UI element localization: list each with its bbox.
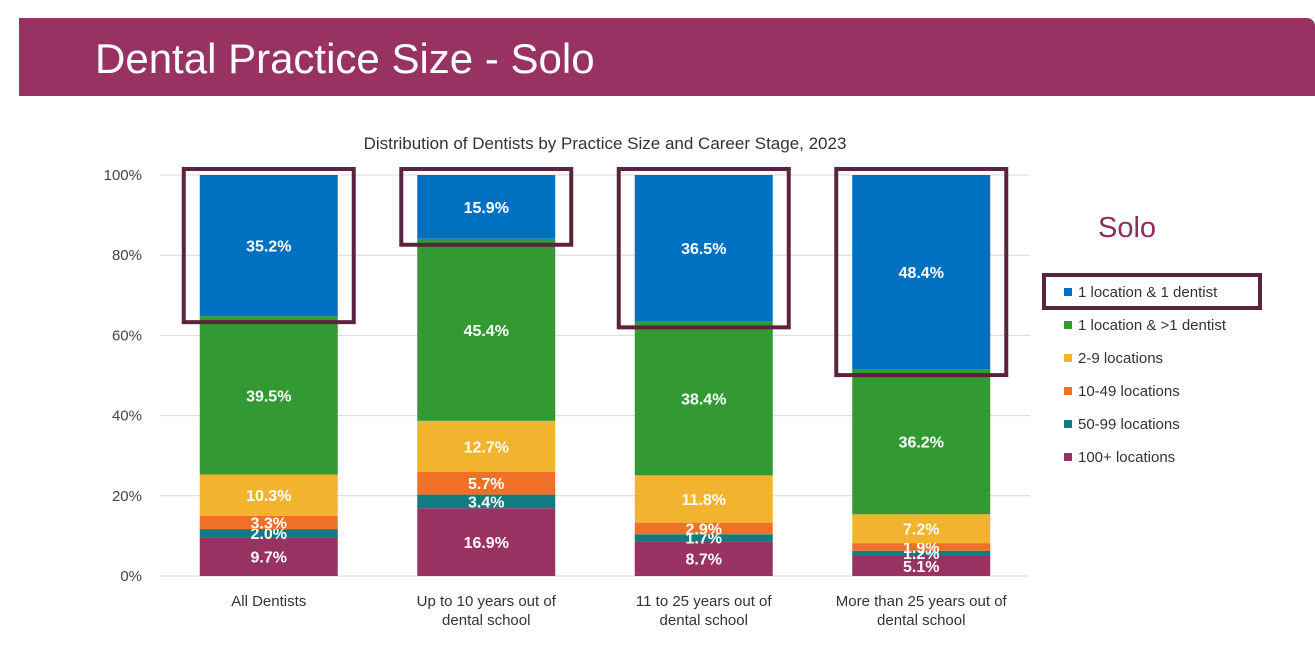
legend-swatch	[1064, 453, 1072, 461]
bar-segment-1-location-1-dentist	[852, 369, 991, 515]
legend-label: 1 location & >1 dentist	[1078, 316, 1227, 334]
data-label: 7.2%	[903, 522, 939, 539]
bar-segment-100-locations	[634, 541, 773, 576]
bar-segment-50-99-locations	[199, 529, 338, 538]
bar-segment-100-locations	[417, 508, 556, 576]
data-label: 36.2%	[899, 435, 944, 452]
bar-segment-50-99-locations	[852, 550, 991, 556]
data-label: 5.7%	[468, 476, 504, 493]
bar-segment-1-location-1-dentist	[199, 175, 338, 317]
y-tick-label: 20%	[112, 488, 142, 505]
data-label: 16.9%	[464, 535, 509, 552]
bar-segment-1-location-1-dentist	[417, 238, 556, 421]
bar-segment-2-9-locations	[634, 475, 773, 523]
legend-swatch	[1064, 354, 1072, 362]
slide-title: Dental Practice Size - Solo	[95, 35, 595, 82]
legend-label: 100+ locations	[1078, 448, 1176, 466]
data-label: 10.3%	[246, 488, 291, 505]
legend-item-50-99-locations: 50-99 locations	[1064, 414, 1180, 434]
legend-item-10-49-locations: 10-49 locations	[1064, 381, 1180, 401]
legend-swatch	[1064, 420, 1072, 428]
data-label: 1.7%	[686, 531, 722, 548]
bar-segment-50-99-locations	[634, 534, 773, 542]
bar-segment-2-9-locations	[199, 474, 338, 516]
legend-heading: Solo	[1098, 212, 1157, 244]
x-category-label: 11 to 25 years out of	[636, 593, 772, 610]
data-label: 11.8%	[682, 492, 726, 509]
highlight-box	[399, 167, 574, 247]
chart-title: Distribution of Dentists by Practice Siz…	[364, 134, 847, 153]
legend-label: 10-49 locations	[1078, 382, 1180, 400]
bar-segment-1-location-1-dentist	[417, 175, 556, 239]
slide-header: Dental Practice Size - Solo	[19, 18, 1315, 96]
x-category-label: dental school	[660, 612, 748, 629]
data-label: 3.4%	[468, 494, 504, 511]
legend-swatch	[1064, 321, 1072, 329]
bar-segment-1-location-1-dentist	[634, 321, 773, 476]
data-label: 8.7%	[686, 552, 722, 569]
bar-segment-2-9-locations	[852, 514, 991, 544]
data-label: 15.9%	[464, 200, 509, 217]
bar-segment-1-location-1-dentist	[852, 175, 991, 370]
data-label: 48.4%	[899, 265, 944, 282]
data-label: 1.9%	[903, 540, 939, 557]
x-category-label: dental school	[877, 612, 965, 629]
bar-segment-100-locations	[852, 555, 991, 576]
highlight-box	[616, 167, 791, 330]
legend-label: 1 location & 1 dentist	[1078, 283, 1218, 301]
data-label: 45.4%	[464, 323, 509, 340]
x-category-label: More than 25 years out of	[836, 593, 1008, 610]
x-category-label: dental school	[442, 612, 530, 629]
x-category-label: Up to 10 years out of	[417, 593, 557, 610]
legend-label: 2-9 locations	[1078, 349, 1164, 367]
highlight-box	[181, 167, 356, 325]
legend-item-1-location-1-dentist: 1 location & >1 dentist	[1064, 315, 1226, 335]
bar-segment-100-locations	[199, 537, 338, 576]
bar-segment-10-49-locations	[199, 515, 338, 530]
bar-segment-10-49-locations	[417, 471, 556, 495]
highlight-box	[834, 167, 1009, 378]
legend-highlight-box	[1042, 273, 1262, 310]
legend-label: 50-99 locations	[1078, 415, 1180, 433]
bar-segment-10-49-locations	[634, 522, 773, 535]
bar-segment-10-49-locations	[852, 543, 991, 551]
data-label: 35.2%	[246, 239, 291, 256]
data-label: 9.7%	[251, 550, 287, 567]
y-tick-label: 60%	[112, 327, 142, 344]
x-category-label: All Dentists	[231, 593, 306, 610]
legend-swatch	[1064, 288, 1072, 296]
y-tick-label: 40%	[112, 408, 142, 425]
bar-segment-50-99-locations	[417, 494, 556, 509]
legend-swatch	[1064, 387, 1072, 395]
legend-item-2-9-locations: 2-9 locations	[1064, 348, 1163, 368]
data-label: 2.9%	[686, 521, 722, 538]
bar-segment-2-9-locations	[417, 420, 556, 472]
data-label: 3.3%	[251, 515, 287, 532]
data-label: 5.1%	[903, 559, 939, 576]
legend-item-1-location-1-dentist: 1 location & 1 dentist	[1064, 282, 1217, 302]
data-label: 39.5%	[246, 388, 291, 405]
data-label: 2.0%	[251, 526, 287, 543]
y-tick-label: 80%	[112, 247, 142, 264]
data-label: 12.7%	[464, 439, 509, 456]
y-tick-label: 100%	[104, 167, 142, 184]
data-label: 36.5%	[681, 241, 726, 258]
data-label: 38.4%	[681, 391, 726, 408]
y-tick-label: 0%	[120, 568, 142, 585]
bar-segment-1-location-1-dentist	[199, 316, 338, 475]
legend-item-100-locations: 100+ locations	[1064, 447, 1175, 467]
bar-segment-1-location-1-dentist	[634, 175, 773, 322]
